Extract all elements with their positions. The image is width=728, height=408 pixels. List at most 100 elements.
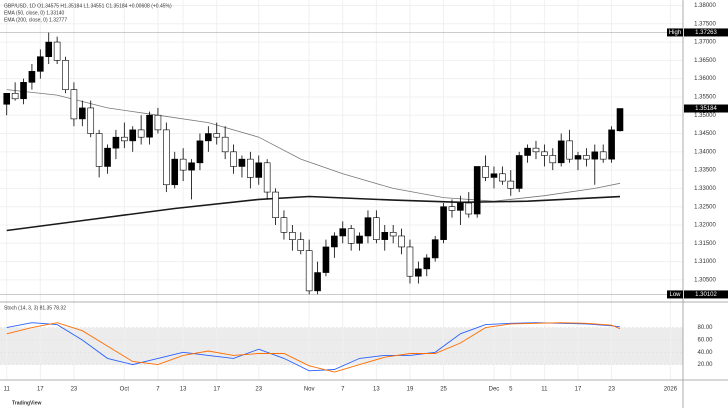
candle-body — [129, 129, 137, 142]
candle-body — [20, 82, 27, 100]
candle-body — [272, 191, 279, 218]
candle-body — [473, 166, 481, 215]
candle-body — [448, 206, 456, 211]
candle-body — [70, 89, 78, 120]
price-tag-label: 1.37263 — [695, 30, 717, 36]
price-tag-label: 1.30102 — [695, 292, 717, 298]
candle-body — [154, 114, 162, 131]
candle-body — [389, 232, 397, 237]
candle-body — [305, 250, 313, 292]
candle-body — [557, 140, 565, 164]
candle-body — [45, 41, 53, 58]
stoch-line — [6, 322, 621, 372]
stoch-tick-label: 20.00 — [697, 362, 713, 368]
stoch-legend: Stoch (14, 3, 3) 81.35 78.32 — [4, 305, 66, 311]
candle-body — [322, 246, 330, 273]
candle-body — [524, 147, 531, 156]
y-tick-label: 1.35000 — [694, 113, 716, 119]
x-tick-label: 11 — [541, 387, 548, 393]
candle-body — [171, 158, 179, 186]
candle-body — [398, 235, 405, 248]
candle-body — [314, 272, 321, 292]
price-tag — [684, 104, 728, 113]
price-tag-name-bg — [667, 28, 683, 37]
x-tick-label: 17 — [37, 387, 44, 393]
x-tick-label: 17 — [213, 387, 220, 393]
x-tick-label: Nov — [304, 387, 315, 393]
candle-body — [574, 155, 582, 160]
candle-body — [221, 136, 229, 153]
candle-body — [104, 147, 111, 167]
price-tag-label: 1.35184 — [695, 106, 717, 112]
x-tick-label: 5 — [509, 387, 513, 393]
candle-body — [347, 228, 355, 244]
candle-body — [188, 162, 195, 171]
candle-body — [490, 173, 498, 178]
candle-body — [465, 202, 473, 215]
candle-body — [179, 158, 187, 171]
candle-body — [11, 92, 19, 100]
candle-body — [364, 217, 372, 237]
candle-body — [87, 107, 95, 134]
candle-body — [79, 107, 86, 120]
x-tick-label: 19 — [407, 387, 414, 393]
x-tick-label: 7 — [341, 387, 345, 393]
candle-body — [62, 60, 69, 90]
price-tag — [684, 28, 728, 37]
candle-body — [196, 140, 204, 164]
candle-body — [289, 232, 296, 240]
candle-body — [213, 133, 221, 138]
price-tag-name-bg — [667, 290, 683, 299]
candle-body — [515, 155, 523, 189]
candle-body — [541, 151, 548, 156]
x-tick-label: 17 — [575, 387, 582, 393]
y-tick-label: 1.37000 — [694, 40, 716, 46]
stoch-tick-label: 80.00 — [697, 325, 713, 331]
x-tick-label: 23 — [608, 387, 615, 393]
y-tick-label: 1.38000 — [694, 3, 716, 9]
candle-body — [331, 235, 338, 248]
legend-ema200: EMA (200, close, 0) 1.32777 — [4, 17, 67, 23]
candle-body — [373, 217, 380, 240]
candle-body — [112, 136, 120, 149]
stoch-line — [6, 322, 621, 373]
stoch-tick-label: 40.00 — [697, 350, 713, 356]
price-tag-name: Low — [669, 292, 681, 298]
x-tick-label: Dec — [489, 387, 500, 393]
header: GBP/USD, 1D O1.34575 H1.35184 L1.34551 C… — [4, 3, 172, 9]
x-tick-label: 23 — [71, 387, 78, 393]
y-tick-label: 1.31500 — [694, 241, 716, 247]
candle-body — [499, 173, 506, 182]
candle-body — [3, 92, 11, 105]
x-tick-label: 23 — [255, 387, 262, 393]
y-tick-label: 1.31000 — [694, 259, 716, 265]
y-tick-label: 1.32000 — [694, 223, 716, 229]
candle-body — [616, 108, 624, 132]
x-tick-label: 2026 — [664, 387, 678, 393]
candle-body — [566, 140, 573, 160]
y-tick-label: 1.33000 — [694, 186, 716, 192]
stoch-tick-label: 60.00 — [697, 338, 713, 344]
candle-body — [406, 246, 414, 277]
y-tick-label: 1.36500 — [694, 58, 716, 64]
candle-body — [238, 158, 246, 167]
y-tick-label: 1.37500 — [694, 21, 716, 27]
candle-body — [280, 217, 288, 233]
candle-body — [482, 166, 489, 178]
candle-body — [163, 129, 170, 186]
candle-body — [423, 257, 431, 270]
candle-body — [121, 136, 128, 142]
x-tick-label: 11 — [4, 387, 11, 393]
brand: TradingView — [12, 400, 41, 406]
candle-body — [549, 155, 557, 164]
candle-body — [591, 151, 599, 160]
ema-line — [6, 89, 621, 202]
candle-body — [532, 147, 540, 153]
candle-body — [431, 239, 439, 259]
candle-body — [230, 151, 237, 167]
candle-body — [255, 162, 263, 178]
candle-body — [205, 133, 212, 142]
price-tag-name: High — [669, 30, 681, 36]
candle-body — [37, 56, 44, 72]
